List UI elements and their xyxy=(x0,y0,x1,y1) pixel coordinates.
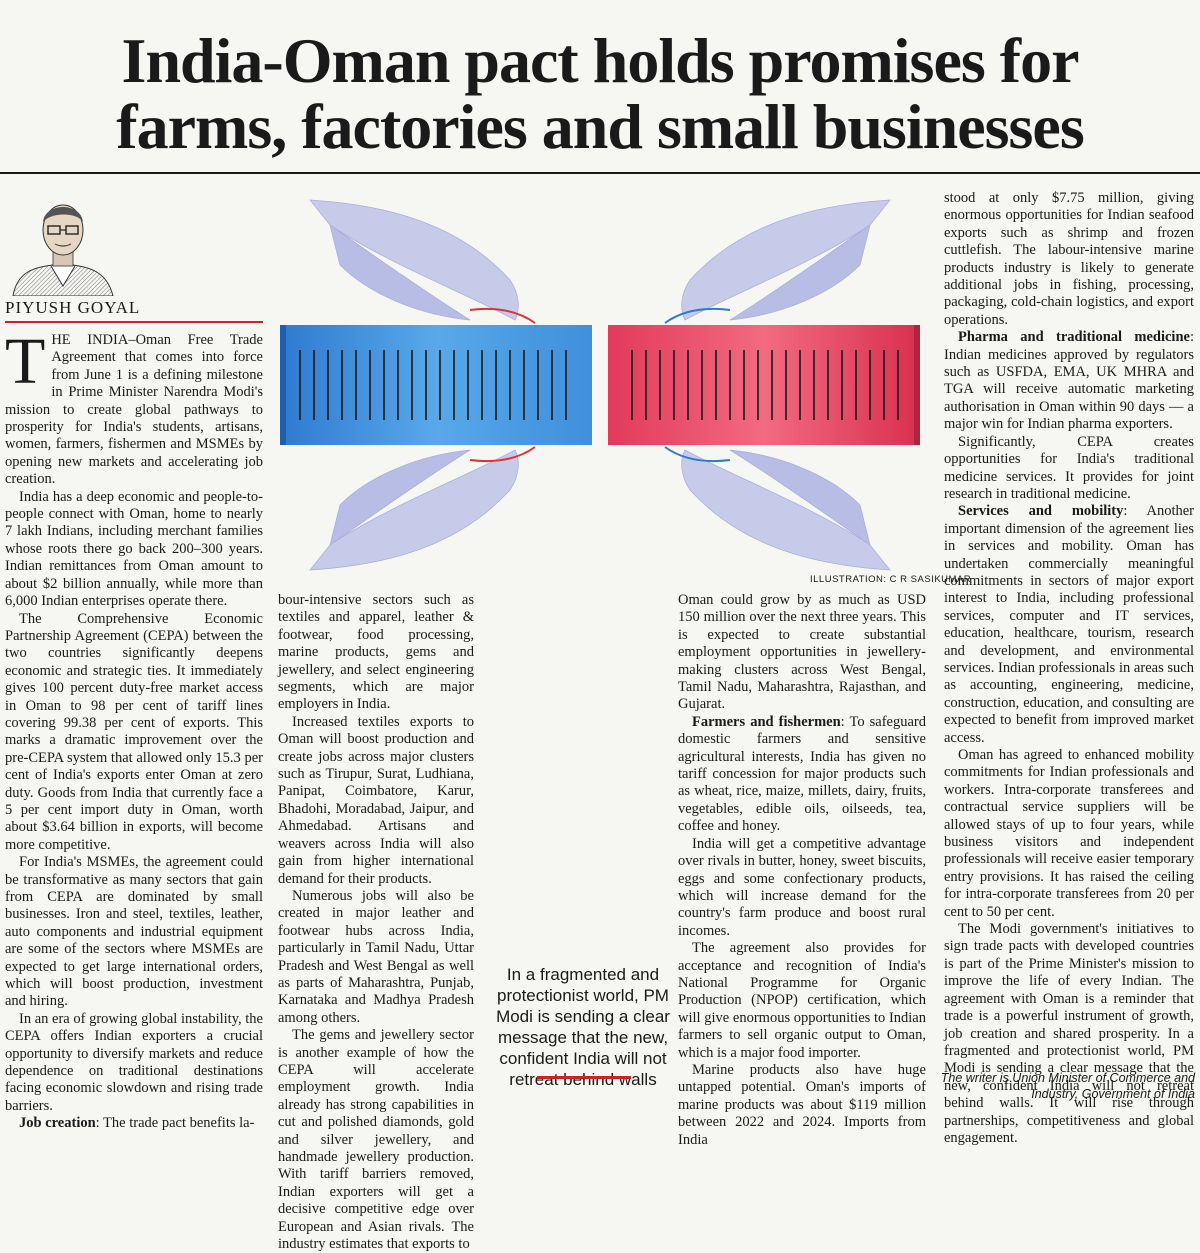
paragraph: Job creation: The trade pact benefits la… xyxy=(5,1115,263,1132)
bar-ticks-left xyxy=(299,350,567,420)
drop-cap: T xyxy=(5,325,46,398)
wing-bottom-left xyxy=(309,449,519,571)
paragraph: Oman has agreed to enhanced mobility com… xyxy=(944,747,1194,920)
headline-line-2: farms, factories and small businesses xyxy=(116,91,1084,162)
column-3: Oman could grow by as much as USD 150 mi… xyxy=(678,592,926,1149)
column-2: bour-intensive sectors such as textiles … xyxy=(278,592,474,1253)
paragraph: Numerous jobs will also be created in ma… xyxy=(278,887,474,1026)
paragraph: The Modi government's initiatives to sig… xyxy=(944,921,1194,1146)
paragraph: Pharma and traditional medicine: Indian … xyxy=(944,329,1194,433)
top-rule xyxy=(0,172,1200,174)
bar-ticks-right xyxy=(631,350,899,420)
paragraph-text: : The trade pact benefits la- xyxy=(95,1115,255,1132)
illustration-credit: ILLUSTRATION: C R SASIKUMAR xyxy=(810,574,972,585)
paragraph-text: : Another important dimension of the agr… xyxy=(944,503,1194,746)
headline: India-Oman pact holds promises for farms… xyxy=(0,28,1200,160)
paragraph: Marine products also have huge untapped … xyxy=(678,1061,926,1148)
paragraph: The agreement also provides for acceptan… xyxy=(678,940,926,1061)
paragraph: Increased textiles exports to Oman will … xyxy=(278,713,474,887)
wing-bottom-right xyxy=(681,449,891,571)
paragraph-text: : Indian medicines approved by regulator… xyxy=(944,329,1194,433)
illustration xyxy=(280,199,920,571)
paragraph-text: : To safeguard domestic farmers and sens… xyxy=(678,713,926,835)
paragraph: In an era of growing global instability,… xyxy=(5,1010,263,1114)
intro-paragraph: T HE INDIA–Oman Free Trade Agreement that… xyxy=(5,325,263,489)
paragraph: stood at only $7.75 million, giving enor… xyxy=(944,190,1194,328)
paragraph: The Comprehensive Economic Partnership A… xyxy=(5,610,263,853)
column-4: stood at only $7.75 million, giving enor… xyxy=(944,190,1194,1147)
paragraph: bour-intensive sectors such as textiles … xyxy=(278,592,474,713)
wing-top-left xyxy=(309,199,519,321)
paragraph: India will get a competitive advantage o… xyxy=(678,835,926,939)
paragraph: Services and mobility: Another important… xyxy=(944,503,1194,747)
paragraph: India has a deep economic and people-to-… xyxy=(5,488,263,610)
paragraph: For India's MSMEs, the agreement could b… xyxy=(5,854,263,1010)
headline-line-1: India-Oman pact holds promises for xyxy=(121,25,1080,96)
red-bar xyxy=(608,325,920,445)
subhead-services-mobility: Services and mobility xyxy=(958,503,1124,520)
author-footnote: The writer is Union Minister of Commerce… xyxy=(940,1071,1195,1101)
subhead-pharma: Pharma and traditional medicine xyxy=(958,329,1190,346)
column-1: T HE INDIA–Oman Free Trade Agreement that… xyxy=(5,325,263,1133)
subhead-farmers-fishermen: Farmers and fishermen xyxy=(692,713,841,730)
pull-quote: In a fragmented and protectionist world,… xyxy=(496,965,670,1089)
paragraph: Significantly, CEPA creates opportunitie… xyxy=(944,433,1194,502)
author-portrait xyxy=(12,204,114,296)
pull-quote-rule xyxy=(537,1076,631,1079)
paragraph: Farmers and fishermen: To safeguard dome… xyxy=(678,714,926,836)
blue-bar xyxy=(280,325,592,445)
subhead-job-creation: Job creation xyxy=(19,1115,96,1132)
paragraph: Oman could grow by as much as USD 150 mi… xyxy=(678,592,926,713)
wing-top-right xyxy=(681,199,891,321)
intro-text: HE INDIA–Oman Free Trade Agreement that … xyxy=(5,332,263,488)
byline: PIYUSH GOYAL xyxy=(5,298,263,323)
paragraph: The gems and jewellery sector is another… xyxy=(278,1027,474,1253)
